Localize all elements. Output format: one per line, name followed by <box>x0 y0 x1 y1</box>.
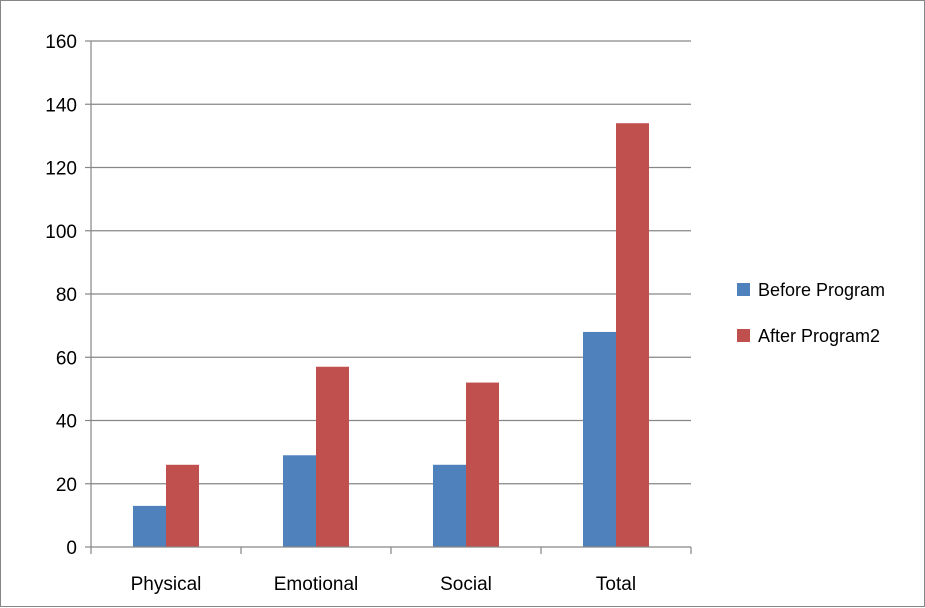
legend-label-after: After Program2 <box>758 326 880 346</box>
bar-social-before <box>433 464 466 547</box>
bar-emotional-before <box>283 455 316 547</box>
y-tick-label: 40 <box>56 412 77 433</box>
bar-emotional-after <box>316 366 349 547</box>
x-tick-label: Social <box>440 574 492 595</box>
x-tick-label: Emotional <box>274 574 359 595</box>
x-tick-labels: Physical Emotional Social Total <box>131 574 636 595</box>
y-tick-label: 100 <box>45 222 77 243</box>
y-tick-label: 120 <box>45 159 77 180</box>
bar-social-after <box>466 382 499 547</box>
legend-swatch-before <box>737 283 750 296</box>
y-tick-label: 60 <box>56 348 77 369</box>
bars <box>133 123 649 547</box>
y-tick-label: 160 <box>45 32 77 53</box>
bar-total-before <box>583 331 616 547</box>
x-tick-label: Physical <box>131 574 202 595</box>
legend: Before Program After Program2 <box>737 280 885 346</box>
y-tick-label: 20 <box>56 475 77 496</box>
bar-physical-after <box>166 464 199 547</box>
legend-swatch-after <box>737 329 750 342</box>
y-tick-label: 140 <box>45 95 77 116</box>
bar-physical-before <box>133 505 166 547</box>
y-tick-labels: 0 20 40 60 80 100 120 140 160 <box>45 32 77 559</box>
legend-label-before: Before Program <box>758 280 885 300</box>
bar-total-after <box>616 123 649 547</box>
axes <box>90 41 691 548</box>
y-tick-label: 0 <box>66 538 77 559</box>
x-tick-label: Total <box>596 574 636 595</box>
y-tick-label: 80 <box>56 285 77 306</box>
